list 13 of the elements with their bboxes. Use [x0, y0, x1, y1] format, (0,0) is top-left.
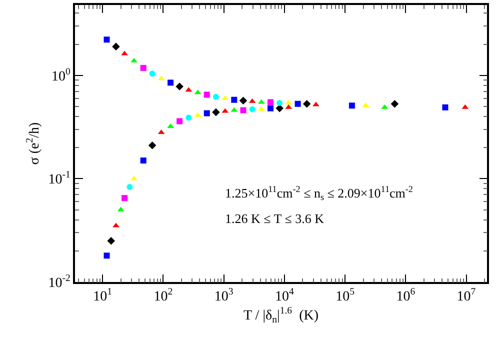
x-tick-label: 10$^{1}$ — [93, 286, 112, 305]
x-tick-label: 10$^{2}$ — [154, 286, 173, 305]
annotation: 1.26 K ≤ T ≤ 3.6 K — [225, 211, 325, 226]
x-tick-label: 10$^{3}$ — [214, 286, 234, 305]
x-tick-label: 10$^{4}$ — [274, 286, 294, 305]
x-tick-label: 10$^{6}$ — [396, 286, 416, 305]
y-tick-label: 10$^{-2}$ — [48, 273, 71, 291]
y-tick-label: 10$^{-1}$ — [48, 170, 71, 188]
text: 1.25×10$^{11}$cm$^{-2}$ ≤ n$_{s}$ ≤ 2.09×10$^{11}$cm$^{-2}$ — [225, 184, 413, 202]
x-axis-title: T / |δ$_{n}$|$^{1.6}$ (K) — [244, 305, 319, 326]
x-tick-label: 10$^{5}$ — [336, 286, 355, 305]
y-tick-label: 10$^{0}$ — [52, 66, 71, 84]
x-tick-label: 10$^{7}$ — [456, 286, 476, 305]
